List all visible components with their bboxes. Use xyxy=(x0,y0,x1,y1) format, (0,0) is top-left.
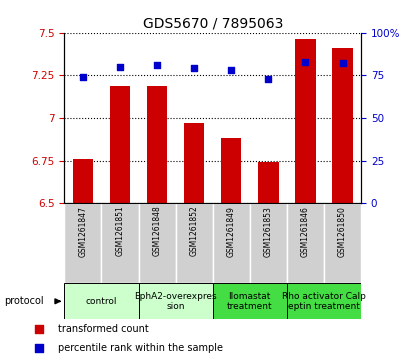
Text: GSM1261848: GSM1261848 xyxy=(153,206,161,256)
Text: Ilomastat
treatment: Ilomastat treatment xyxy=(227,291,273,311)
Bar xyxy=(213,203,250,283)
Text: GSM1261852: GSM1261852 xyxy=(190,206,199,256)
Text: control: control xyxy=(85,297,117,306)
Point xyxy=(339,61,346,66)
Point xyxy=(265,76,272,82)
Text: EphA2-overexpres
sion: EphA2-overexpres sion xyxy=(134,291,217,311)
Text: Rho activator Calp
eptin treatment: Rho activator Calp eptin treatment xyxy=(282,291,366,311)
Bar xyxy=(176,203,213,283)
Bar xyxy=(250,203,287,283)
Text: protocol: protocol xyxy=(4,296,44,306)
Title: GDS5670 / 7895063: GDS5670 / 7895063 xyxy=(142,16,283,30)
Text: GSM1261850: GSM1261850 xyxy=(338,206,347,257)
Point xyxy=(36,346,43,351)
Bar xyxy=(287,283,361,319)
Text: percentile rank within the sample: percentile rank within the sample xyxy=(58,343,223,354)
Bar xyxy=(295,40,316,203)
Text: GSM1261849: GSM1261849 xyxy=(227,206,236,257)
Text: GSM1261847: GSM1261847 xyxy=(78,206,88,257)
Bar xyxy=(324,203,361,283)
Point xyxy=(228,67,234,73)
Bar xyxy=(101,203,139,283)
Bar xyxy=(221,138,242,203)
Bar xyxy=(184,123,204,203)
Text: GSM1261851: GSM1261851 xyxy=(115,206,124,256)
Bar xyxy=(110,86,130,203)
Point xyxy=(36,326,43,331)
Point xyxy=(117,64,123,70)
Bar xyxy=(64,283,139,319)
Bar xyxy=(139,203,176,283)
Bar xyxy=(73,159,93,203)
Text: transformed count: transformed count xyxy=(58,323,149,334)
Point xyxy=(302,59,309,65)
Point xyxy=(80,74,86,80)
Point xyxy=(154,62,160,68)
Text: GSM1261853: GSM1261853 xyxy=(264,206,273,257)
Point xyxy=(191,66,198,72)
Text: GSM1261846: GSM1261846 xyxy=(301,206,310,257)
Bar xyxy=(287,203,324,283)
Bar xyxy=(213,283,287,319)
Bar xyxy=(258,162,278,203)
Bar xyxy=(332,48,353,203)
Bar xyxy=(147,86,167,203)
Bar xyxy=(64,203,101,283)
Bar xyxy=(139,283,213,319)
